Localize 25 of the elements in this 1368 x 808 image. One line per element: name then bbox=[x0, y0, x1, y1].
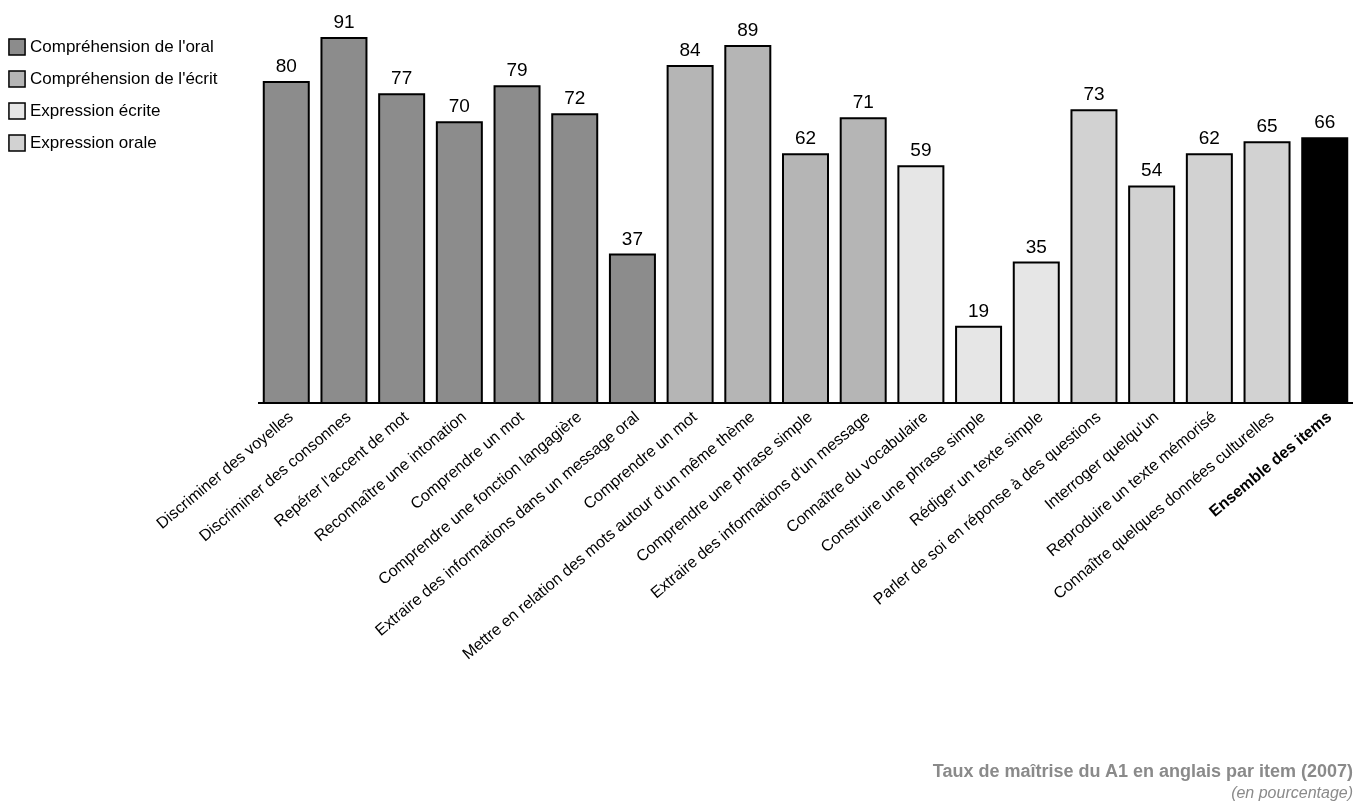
data-label: 35 bbox=[1025, 235, 1047, 257]
data-label: 54 bbox=[1141, 159, 1163, 181]
text: Taux de maîtrise du A1 en anglais par item (2007) bbox=[932, 761, 1353, 781]
data-label: 79 bbox=[506, 59, 528, 81]
data-label: 59 bbox=[910, 139, 932, 161]
text: (en pourcentage) bbox=[1231, 784, 1353, 801]
data-label: 65 bbox=[1256, 115, 1278, 137]
data-label: 19 bbox=[968, 299, 990, 321]
data-label: 71 bbox=[852, 91, 874, 113]
legend-label: Compréhension de l'écrit bbox=[30, 69, 218, 88]
data-label: 91 bbox=[333, 11, 355, 32]
data-label: 72 bbox=[564, 87, 586, 109]
data-label: 62 bbox=[794, 127, 817, 149]
data-label: 37 bbox=[621, 227, 643, 249]
data-label: 70 bbox=[448, 95, 470, 117]
legend-label: Expression écrite bbox=[30, 101, 161, 120]
data-label: 73 bbox=[1083, 83, 1105, 105]
data-label: 80 bbox=[275, 55, 297, 77]
data-label: 84 bbox=[679, 39, 702, 61]
data-label: 62 bbox=[1198, 127, 1220, 149]
data-label: 77 bbox=[391, 67, 413, 89]
legend-label: Expression orale bbox=[30, 133, 157, 152]
data-label: 89 bbox=[737, 19, 759, 41]
data-label: 66 bbox=[1314, 111, 1336, 133]
legend-label: Compréhension de l'oral bbox=[30, 37, 214, 56]
